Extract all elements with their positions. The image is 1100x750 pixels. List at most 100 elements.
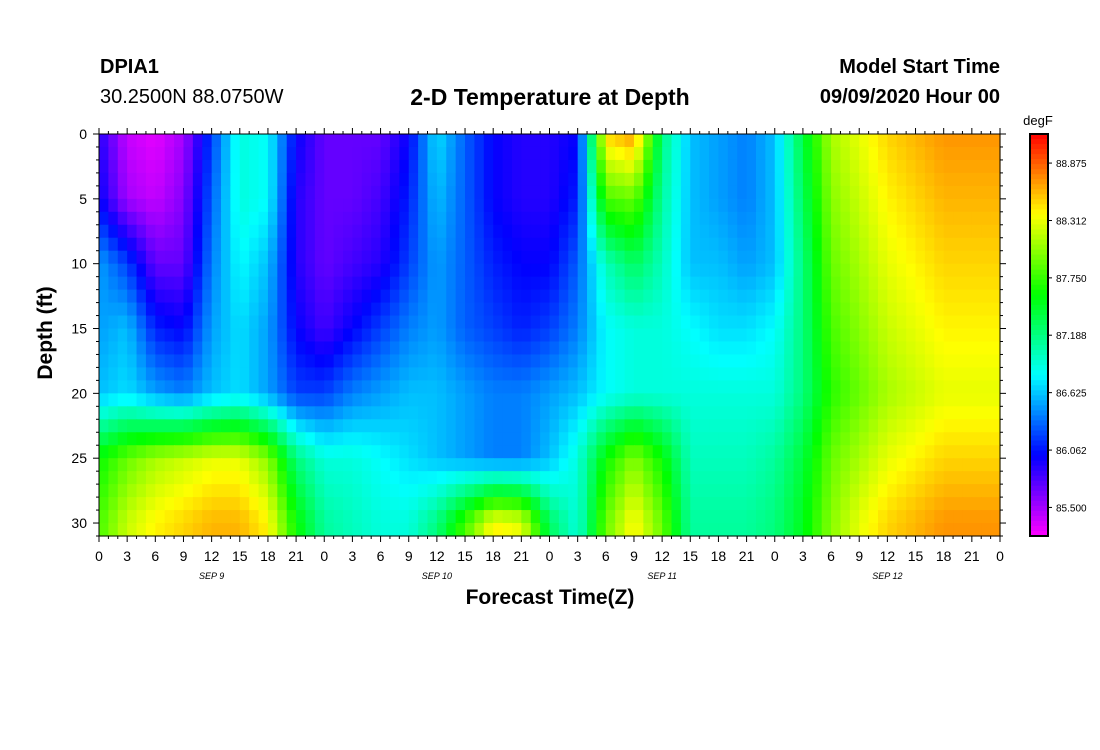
heatmap-cell: [521, 289, 532, 304]
heatmap-cell: [755, 458, 766, 472]
heatmap-cell: [221, 419, 231, 433]
heatmap-cell: [849, 315, 860, 330]
heatmap-cell: [633, 159, 644, 174]
heatmap-cell: [981, 172, 992, 187]
heatmap-cell: [615, 458, 626, 472]
heatmap-cell: [849, 393, 860, 407]
heatmap-cell: [765, 146, 776, 161]
heatmap-cell: [831, 523, 842, 537]
heatmap-cell: [530, 523, 541, 537]
heatmap-cell: [399, 134, 410, 148]
heatmap-cell: [427, 484, 438, 498]
heatmap-cell: [755, 302, 766, 317]
colorbar-swatch: [1030, 164, 1048, 170]
heatmap-cell: [943, 315, 954, 330]
heatmap-cell: [868, 432, 879, 446]
heatmap-cell: [549, 354, 560, 369]
heatmap-cell: [755, 380, 766, 394]
heatmap-cell: [530, 471, 541, 485]
heatmap-cell: [455, 484, 466, 498]
heatmap-cell: [577, 315, 588, 330]
heatmap-cell: [399, 276, 410, 291]
heatmap-cell: [483, 315, 494, 330]
heatmap-cell: [108, 471, 119, 485]
heatmap-cell: [549, 419, 560, 433]
heatmap-cell: [831, 419, 842, 433]
heatmap-cell: [155, 341, 166, 356]
heatmap-cell: [267, 458, 278, 472]
heatmap-cell: [446, 458, 457, 472]
heatmap-cell: [502, 380, 513, 394]
heatmap-cell: [249, 224, 260, 239]
heatmap-cell: [690, 406, 701, 420]
heatmap-cell: [727, 341, 738, 356]
heatmap-cell: [483, 419, 494, 433]
heatmap-cell: [343, 328, 354, 343]
heatmap-cell: [671, 159, 682, 174]
heatmap-cell: [746, 432, 757, 446]
heatmap-cell: [906, 250, 917, 265]
heatmap-cell: [427, 146, 438, 161]
heatmap-cell: [465, 484, 476, 498]
heatmap-cell: [680, 198, 691, 213]
heatmap-cell: [446, 263, 457, 278]
heatmap-cell: [906, 237, 917, 252]
heatmap-cell: [145, 211, 156, 226]
heatmap-cell: [774, 276, 785, 291]
heatmap-cell: [211, 276, 222, 291]
heatmap-cell: [474, 224, 485, 239]
heatmap-cell: [596, 419, 607, 433]
heatmap-cell: [333, 159, 344, 174]
heatmap-cell: [380, 211, 391, 226]
heatmap-cell: [934, 445, 945, 459]
heatmap-cell: [718, 276, 729, 291]
heatmap-cell: [774, 497, 785, 511]
heatmap-cell: [962, 146, 973, 161]
heatmap-cell: [971, 302, 982, 317]
heatmap-cell: [793, 393, 804, 407]
heatmap-cell: [267, 146, 278, 161]
heatmap-cell: [267, 328, 278, 343]
heatmap-cell: [699, 510, 710, 524]
heatmap-cell: [493, 523, 504, 537]
heatmap-cell: [784, 185, 795, 200]
heatmap-cell: [530, 367, 541, 381]
heatmap-cell: [155, 211, 166, 226]
colorbar-swatch: [1030, 385, 1048, 391]
heatmap-cell: [502, 185, 513, 200]
heatmap-cell: [793, 211, 804, 226]
heatmap-cell: [136, 289, 147, 304]
heatmap-cell: [239, 237, 250, 252]
heatmap-cell: [943, 354, 954, 369]
heatmap-cell: [896, 172, 907, 187]
heatmap-cell: [577, 497, 588, 511]
heatmap-cell: [784, 523, 795, 537]
heatmap-cell: [549, 146, 560, 161]
x-tick-label: 3: [123, 548, 131, 564]
heatmap-cell: [408, 497, 419, 511]
heatmap-cell: [474, 341, 485, 356]
heatmap-cell: [765, 354, 776, 369]
heatmap-cell: [962, 289, 973, 304]
heatmap-cell: [643, 263, 654, 278]
heatmap-cell: [971, 237, 982, 252]
heatmap-cell: [924, 471, 935, 485]
heatmap-cell: [286, 302, 297, 317]
heatmap-cell: [605, 315, 616, 330]
heatmap-cell: [465, 263, 476, 278]
heatmap-cell: [324, 315, 335, 330]
heatmap-cell: [596, 367, 607, 381]
heatmap-cell: [802, 393, 813, 407]
heatmap-cell: [784, 393, 795, 407]
heatmap-cell: [699, 224, 710, 239]
heatmap-cell: [136, 484, 147, 498]
heatmap-cell: [521, 484, 532, 498]
heatmap-cell: [352, 159, 363, 174]
heatmap-cell: [877, 289, 888, 304]
heatmap-cell: [305, 315, 316, 330]
heatmap-cell: [765, 445, 776, 459]
heatmap-cell: [662, 237, 673, 252]
colorbar-swatch: [1030, 445, 1048, 452]
heatmap-cell: [981, 380, 992, 394]
heatmap-cell: [361, 523, 372, 537]
